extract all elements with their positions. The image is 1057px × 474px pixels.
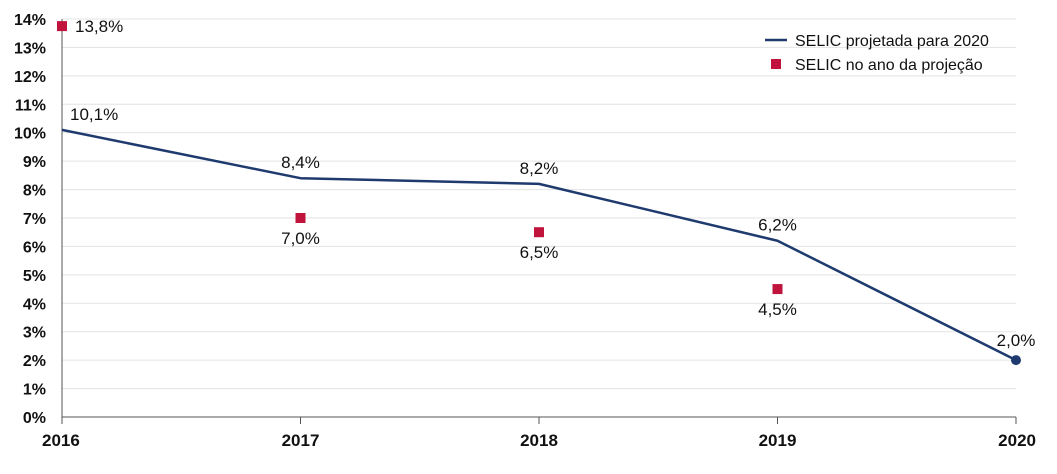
selic-marker-point	[295, 213, 306, 223]
legend-label: SELIC no ano da projeção	[795, 57, 983, 74]
y-tick-label: 2%	[23, 353, 46, 370]
y-tick-label: 1%	[23, 382, 46, 399]
y-tick-label: 13%	[14, 40, 46, 57]
x-tick-label: 2019	[759, 431, 797, 450]
y-tick-label: 6%	[23, 239, 46, 256]
y-tick-label: 14%	[14, 12, 46, 29]
axes	[61, 19, 1017, 424]
line-data-label: 10,1%	[70, 105, 118, 124]
line-data-label: 8,2%	[520, 159, 559, 178]
x-tick-label: 2017	[282, 431, 320, 450]
y-tick-label: 11%	[15, 97, 46, 114]
x-tick-label: 2016	[42, 431, 80, 450]
marker-data-label: 4,5%	[758, 300, 797, 319]
x-tick-labels: 2016 2017 2018 2019 2020	[42, 431, 1036, 450]
line-end-point	[1011, 355, 1021, 366]
legend-swatch-marker	[771, 59, 781, 69]
series	[57, 21, 1021, 366]
marker-data-label: 7,0%	[281, 229, 320, 248]
line-data-label: 8,4%	[281, 153, 320, 172]
selic-marker-point	[772, 284, 783, 295]
y-tick-labels: 0% 1% 2% 3% 4% 5% 6% 7% 8% 9% 10% 11% 12% 13% 14%	[14, 12, 46, 427]
y-tick-label: 10%	[14, 126, 46, 143]
grid-lines	[62, 18, 1016, 390]
line-data-label: 6,2%	[758, 216, 797, 235]
y-tick-label: 4%	[23, 296, 46, 313]
y-tick-label: 9%	[23, 154, 46, 171]
y-tick-label: 8%	[23, 183, 46, 200]
marker-data-label: 13,8%	[75, 17, 123, 36]
y-tick-label: 7%	[23, 211, 46, 228]
x-tick-label: 2018	[520, 431, 558, 450]
selic-marker-point	[57, 21, 67, 32]
legend-label: SELIC projetada para 2020	[795, 33, 989, 50]
selic-marker-point	[534, 227, 544, 238]
x-tick-label: 2020	[998, 431, 1036, 450]
y-tick-label: 12%	[14, 69, 46, 86]
y-tick-label: 3%	[23, 325, 46, 342]
legend: SELIC projetada para 2020 SELIC no ano da…	[765, 33, 989, 74]
y-tick-label: 0%	[23, 410, 46, 427]
y-tick-label: 5%	[23, 268, 46, 285]
data-labels: 10,1% 8,4% 8,2% 6,2% 2,0% 13,8% 7,0% 6,5% 4,5%	[70, 17, 1035, 350]
marker-data-label: 6,5%	[520, 243, 559, 262]
line-data-label: 2,0%	[997, 331, 1036, 350]
series-line-selic-projetada	[61, 128, 1017, 362]
